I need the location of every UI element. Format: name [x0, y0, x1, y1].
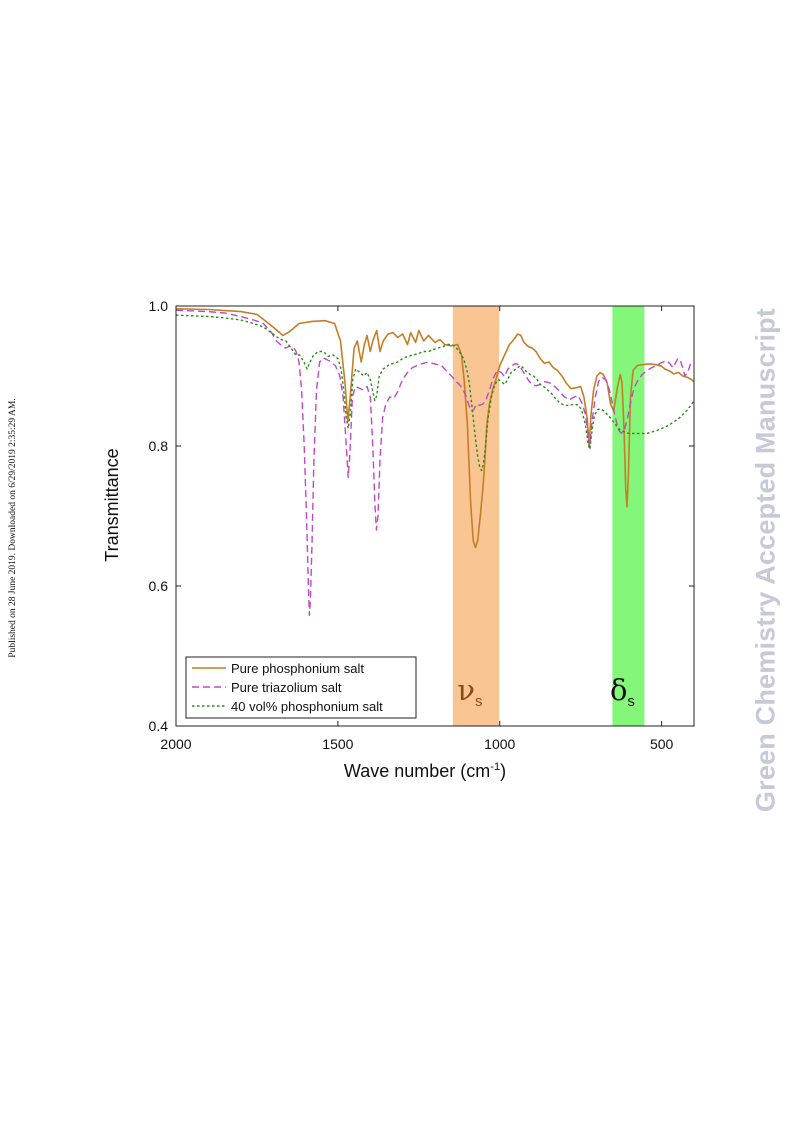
- band-label-2: δs: [610, 673, 635, 710]
- y-axis-title: Transmittance: [102, 448, 122, 561]
- x-axis-title: Wave number (cm-1): [344, 761, 506, 781]
- y-tick-label: 0.6: [149, 578, 169, 594]
- series-line-3: [176, 314, 694, 472]
- x-axis-title-end: ): [500, 761, 506, 781]
- highlight-band-2: [612, 306, 645, 726]
- x-tick-label: 500: [650, 736, 674, 752]
- x-axis-title-main: Wave number (cm: [344, 761, 490, 781]
- series-lines: [176, 308, 694, 617]
- highlight-bands: [452, 306, 645, 726]
- x-axis-title-superscript: -1: [490, 761, 500, 773]
- x-tick-label: 1500: [322, 736, 353, 752]
- highlight-band-1: [452, 306, 500, 726]
- legend-box: [185, 656, 417, 719]
- x-tick-label: 1000: [484, 736, 515, 752]
- axes: 2000 1500 1000 500 0.4 0.6 0.8 1.0: [149, 298, 694, 752]
- band-label-1: νs: [457, 673, 482, 710]
- band-label-symbol: ν: [457, 673, 475, 707]
- band-label-subscript: s: [475, 693, 483, 710]
- band-labels: νs δs: [457, 673, 635, 710]
- y-tick-label: 0.4: [149, 718, 169, 734]
- y-tick-label: 0.8: [149, 438, 169, 454]
- y-tick-label: 1.0: [149, 298, 169, 314]
- band-label-symbol: δ: [610, 673, 627, 707]
- band-label-subscript: s: [627, 693, 635, 710]
- legend-label-3: 40 vol% phosphonium salt: [231, 699, 383, 714]
- series-line-1: [176, 308, 694, 549]
- plot-frame: [175, 305, 695, 727]
- x-tick-label: 2000: [160, 736, 191, 752]
- legend: Pure phosphonium salt Pure triazolium sal…: [185, 656, 417, 719]
- legend-label-1: Pure phosphonium salt: [231, 661, 364, 676]
- legend-label-2: Pure triazolium salt: [231, 680, 342, 695]
